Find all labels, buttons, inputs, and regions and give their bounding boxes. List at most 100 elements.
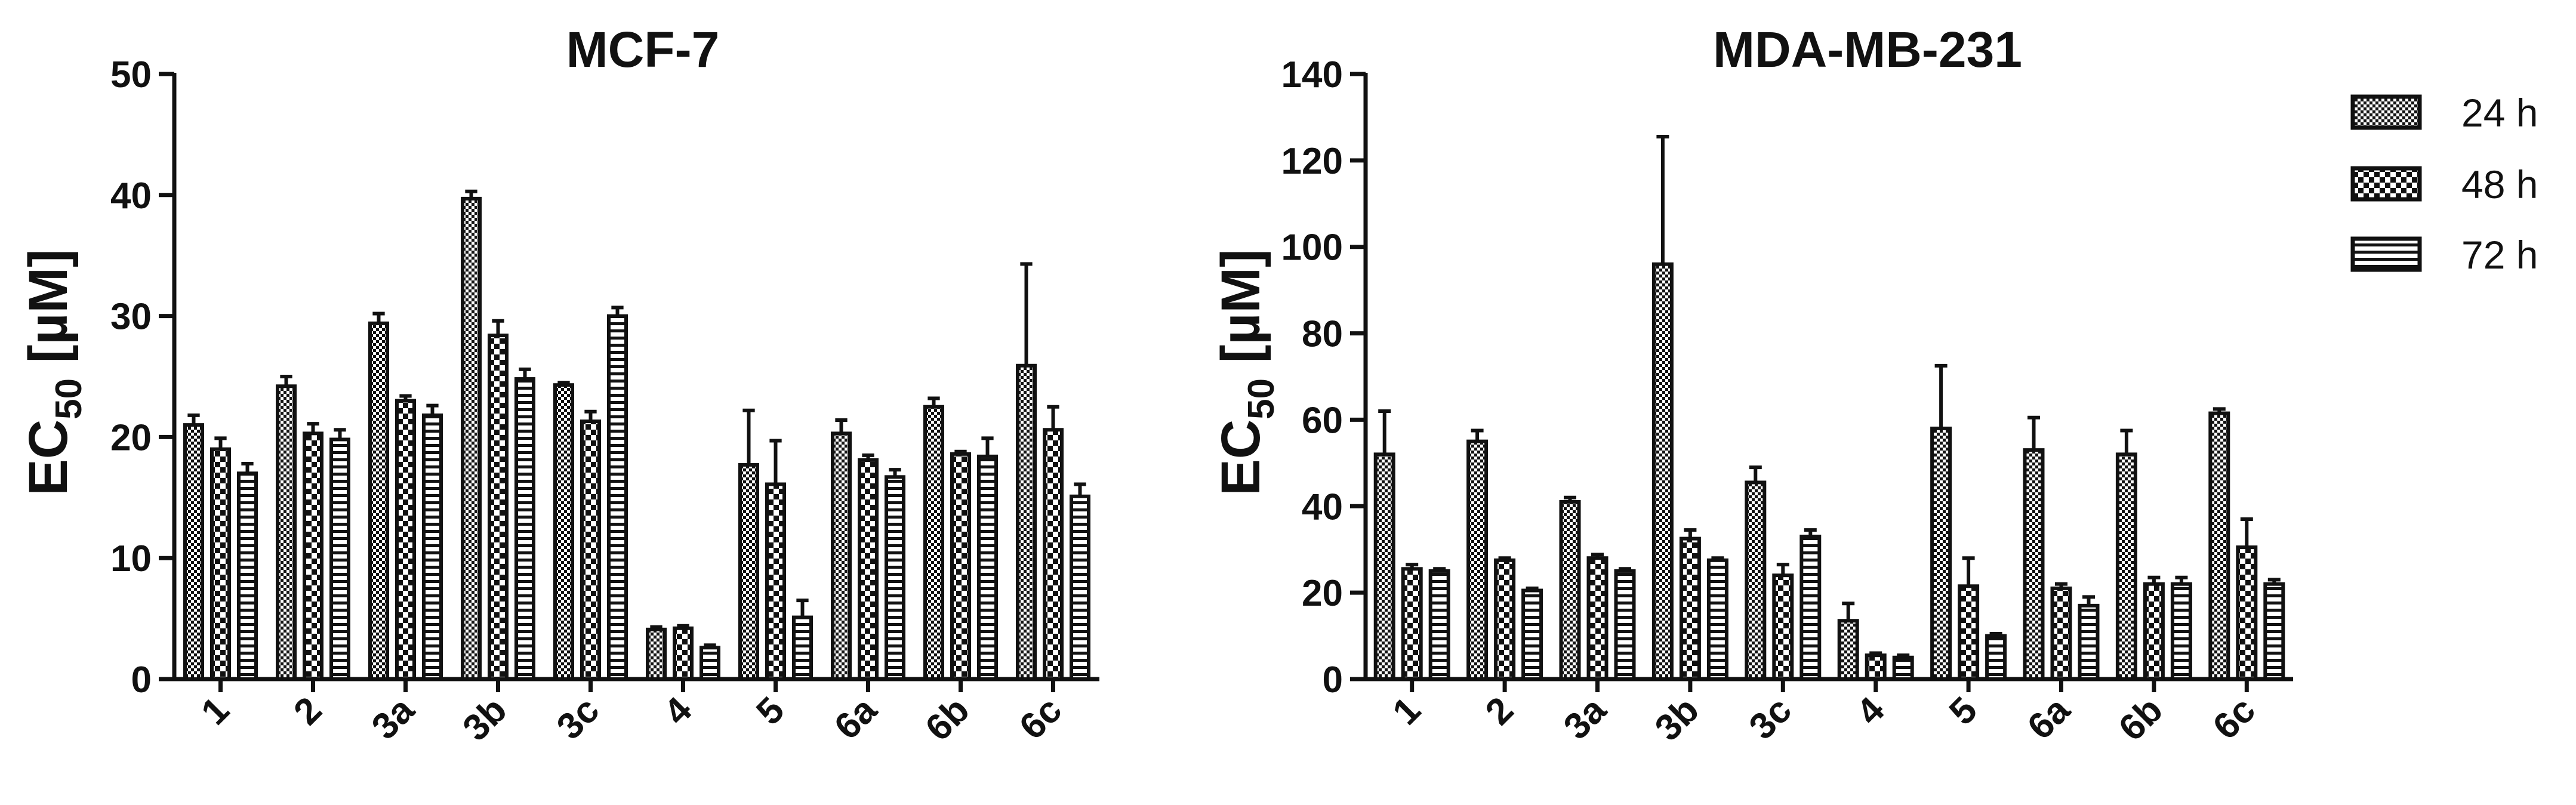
x-tick-label: 3a: [1556, 689, 1614, 748]
x-tick-label: 3b: [1647, 689, 1707, 749]
x-ticks: 1 2 3a 3b 3c 4 5 6a 6b 6c: [193, 679, 1070, 749]
x-tick-label: 6c: [2205, 689, 2264, 748]
legend-swatch: [2350, 166, 2422, 202]
x-tick-label: 4: [656, 689, 700, 733]
bar: [646, 627, 667, 681]
bar: [2050, 586, 2072, 681]
bar: [2170, 582, 2192, 681]
x-tick-label: 3b: [455, 689, 514, 749]
bar: [1466, 439, 1489, 681]
x-tick-label: 6c: [1012, 689, 1070, 748]
bar: [1799, 534, 1822, 681]
y-tick-label: 50: [110, 54, 152, 95]
bar: [580, 420, 601, 681]
y-tick-label: 80: [1302, 314, 1343, 355]
bar: [1521, 588, 1543, 681]
bar: [303, 431, 323, 681]
bar: [950, 452, 971, 681]
x-tick-label: 1: [193, 689, 237, 733]
bar: [1865, 653, 1887, 681]
bar: [2263, 582, 2285, 681]
bar: [2208, 411, 2230, 681]
y-axis-label: EC50 [µM]: [1210, 249, 1282, 495]
x-tick-label: 2: [1478, 689, 1521, 733]
x-tick-label: 5: [748, 689, 792, 733]
bar: [765, 482, 786, 681]
x-tick-label: 2: [286, 689, 329, 733]
chart-panel-mda-mb-231: MDA-MB-231 EC50 [µM] 0 20 40 60 80 100 120 1 4 0 …: [1210, 21, 2293, 749]
bar: [1958, 584, 1980, 681]
bar: [2115, 452, 2137, 681]
bar: [2143, 582, 2165, 681]
bar: [461, 196, 482, 681]
y-tick-label: 0: [131, 659, 152, 701]
y-tick-label: 120: [1281, 141, 1343, 182]
y-tick-label: 60: [1302, 400, 1343, 441]
bar: [2023, 448, 2045, 681]
bar: [1706, 558, 1728, 681]
bar: [1494, 558, 1516, 681]
bar: [422, 413, 443, 681]
x-tick-label: 6a: [827, 689, 885, 748]
x-tick-label: 6b: [917, 689, 977, 749]
bar: [276, 384, 297, 681]
legend-item-24h: 24 h: [2350, 91, 2538, 135]
x-tick-label: 1: [1385, 689, 1428, 733]
bar: [1559, 500, 1581, 681]
bar: [1586, 556, 1609, 681]
y-tick-label: 140: [1281, 54, 1343, 95]
x-tick-label: 3c: [1742, 689, 1800, 748]
bar: [1043, 428, 1064, 681]
chart-title: MCF-7: [566, 21, 720, 78]
y-tick-label: 20: [1302, 573, 1343, 614]
bar: [2078, 603, 2100, 681]
legend-item-48h: 48 h: [2350, 162, 2538, 206]
y-tick-label: 0: [1323, 659, 1343, 701]
bar: [1772, 573, 1794, 681]
bar: [1614, 569, 1636, 681]
bar: [1401, 567, 1423, 681]
bar: [237, 471, 258, 681]
bar: [1428, 569, 1450, 681]
bar: [2236, 545, 2258, 681]
bar: [700, 646, 720, 681]
bar: [885, 475, 905, 681]
bar: [553, 383, 574, 681]
x-tick-label: 6b: [2111, 689, 2171, 749]
y-ticks: 0 10 20 30 40 50: [110, 54, 174, 701]
bars: [1373, 135, 2285, 681]
bar: [368, 321, 389, 681]
x-tick-label: 5: [1942, 689, 1985, 733]
bar: [1651, 262, 1674, 681]
y-tick-label: 10: [110, 538, 152, 579]
chart-title: MDA-MB-231: [1713, 21, 2022, 78]
bar: [1373, 452, 1395, 681]
y-axis-label: EC50 [µM]: [18, 249, 90, 495]
legend: 24 h 48 h 72 h: [2350, 91, 2538, 277]
x-tick-label: 4: [1848, 689, 1893, 733]
x-tick-label: 3c: [549, 689, 608, 748]
bar: [1070, 494, 1090, 681]
legend-item-72h: 72 h: [2350, 233, 2538, 277]
bar: [395, 399, 416, 681]
bar: [858, 458, 879, 681]
bar: [329, 437, 350, 681]
bar: [210, 447, 231, 681]
bar: [607, 314, 628, 681]
x-tick-label: 6a: [2020, 689, 2078, 748]
bar: [488, 334, 509, 681]
bar: [183, 423, 204, 681]
bar: [514, 377, 535, 681]
bar: [1985, 634, 2007, 681]
bar: [1679, 536, 1701, 681]
bar: [923, 405, 944, 681]
axes: [172, 73, 1099, 681]
x-tick-label: 3a: [364, 689, 423, 748]
bar: [738, 463, 759, 681]
y-tick-label: 40: [110, 175, 152, 217]
bar: [1837, 619, 1859, 681]
bar: [977, 454, 998, 681]
legend-label: 72 h: [2461, 233, 2538, 277]
